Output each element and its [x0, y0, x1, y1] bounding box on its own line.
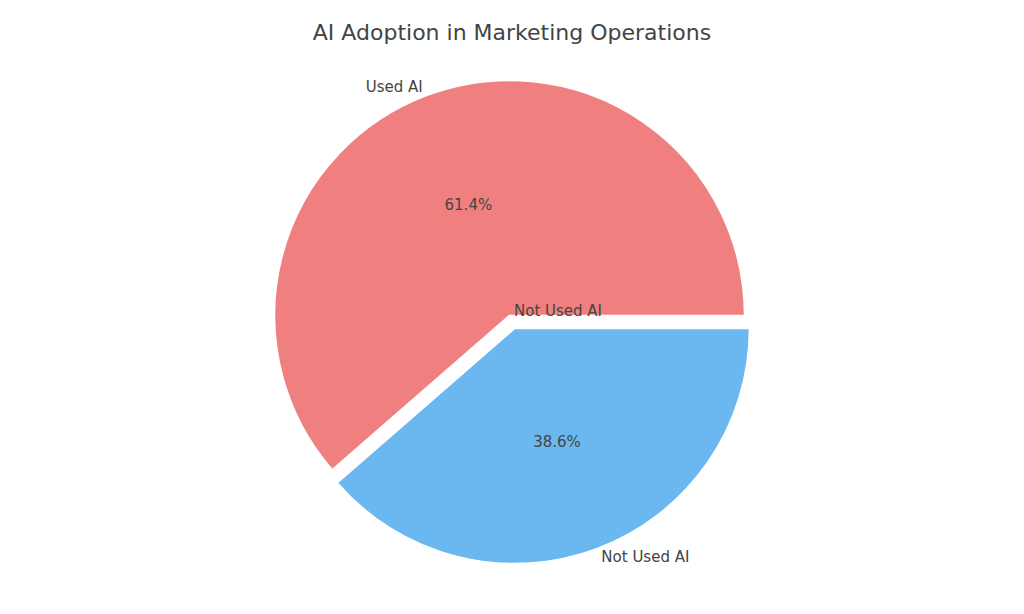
svg-text:61.4%: 61.4% — [445, 196, 493, 214]
svg-text:38.6%: 38.6% — [533, 433, 581, 451]
svg-text:AI Adoption in Marketing Opera: AI Adoption in Marketing Operations — [313, 20, 711, 45]
svg-text:Used AI: Used AI — [366, 78, 423, 96]
svg-text:Not Used AI: Not Used AI — [601, 548, 689, 566]
svg-text:Not Used AI: Not Used AI — [514, 302, 602, 320]
